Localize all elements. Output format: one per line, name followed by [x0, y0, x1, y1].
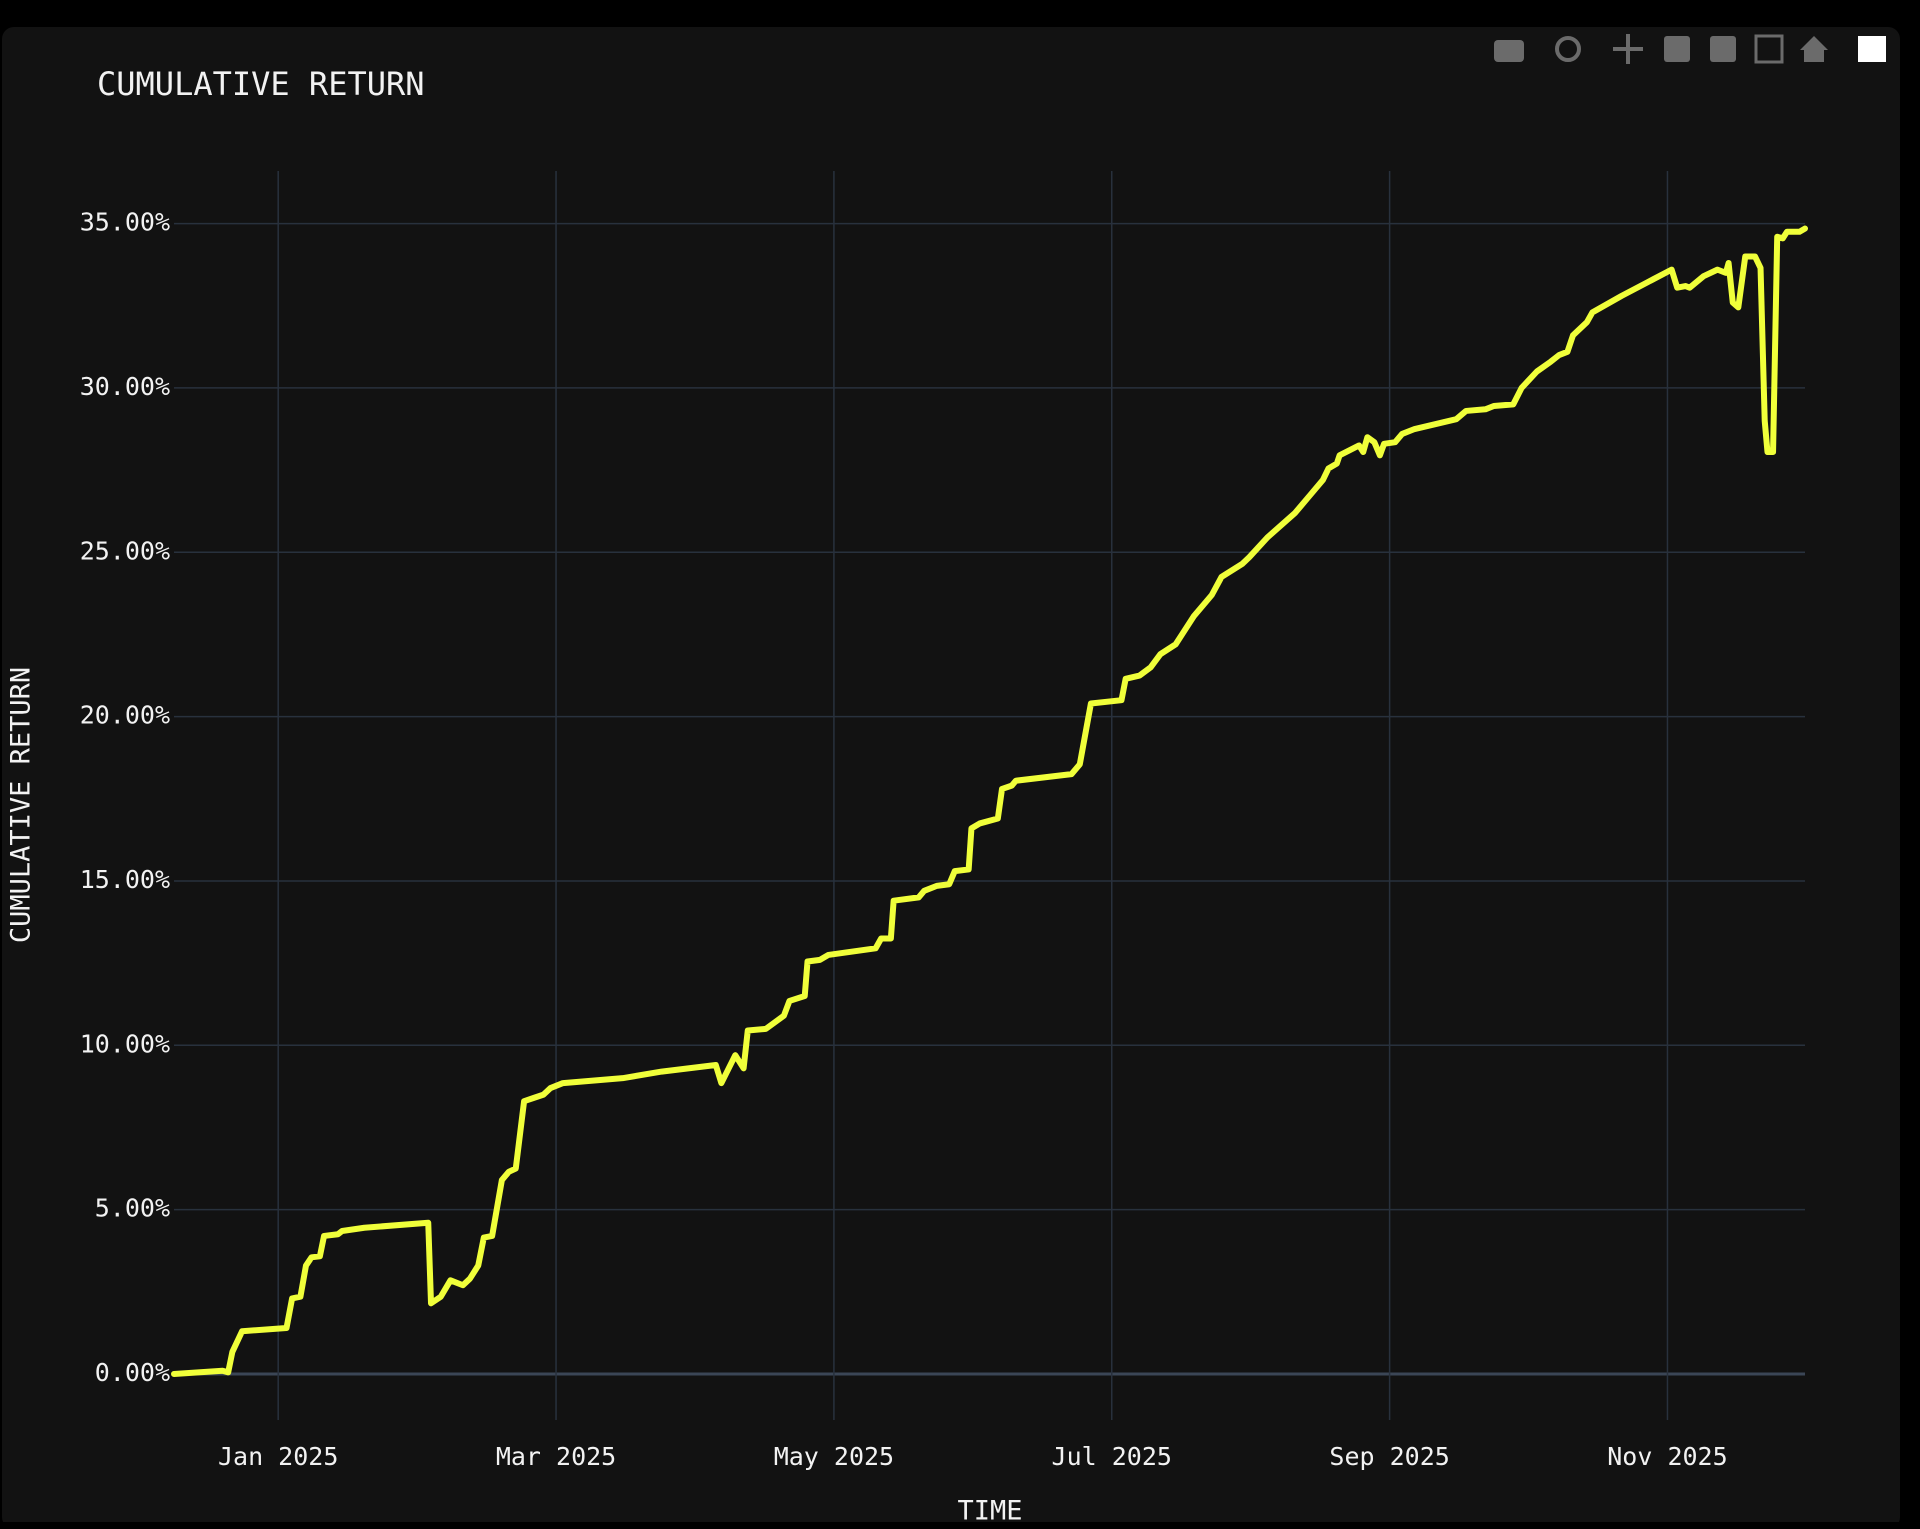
autoscale-button[interactable] [1754, 34, 1784, 64]
x-tick-label: Mar 2025 [496, 1442, 616, 1471]
pan-button-v [1626, 34, 1630, 64]
plotly-logo[interactable] [1858, 36, 1886, 62]
zoom-in-button[interactable] [1664, 36, 1690, 62]
chart-title: CUMULATIVE RETURN [97, 65, 425, 103]
y-tick-label: 25.00% [80, 536, 170, 565]
y-tick-label: 30.00% [80, 372, 170, 401]
y-tick-label: 15.00% [80, 865, 170, 894]
x-axis-title: TIME [957, 1496, 1022, 1527]
x-tick-label: Nov 2025 [1607, 1442, 1727, 1471]
series-line [171, 225, 1808, 1377]
x-tick-label: Sep 2025 [1329, 1442, 1449, 1471]
zoom-button[interactable] [1555, 36, 1581, 62]
y-tick-label: 20.00% [80, 701, 170, 730]
y-tick-label: 10.00% [80, 1029, 170, 1058]
y-tick-label: 0.00% [95, 1358, 170, 1387]
reset-button[interactable] [1800, 36, 1828, 62]
x-tick-label: May 2025 [774, 1442, 894, 1471]
chart-card [2, 27, 1900, 1529]
camera-button[interactable] [1494, 40, 1524, 62]
zoom-out-button[interactable] [1710, 36, 1736, 62]
x-tick-label: Jan 2025 [218, 1442, 338, 1471]
y-tick-label: 35.00% [80, 208, 170, 237]
bottom-edge [0, 1522, 1920, 1529]
modebar [1494, 34, 1886, 64]
y-tick-label: 5.00% [95, 1194, 170, 1223]
x-tick-label: Jul 2025 [1052, 1442, 1172, 1471]
y-axis-title: CUMULATIVE RETURN [6, 667, 37, 943]
